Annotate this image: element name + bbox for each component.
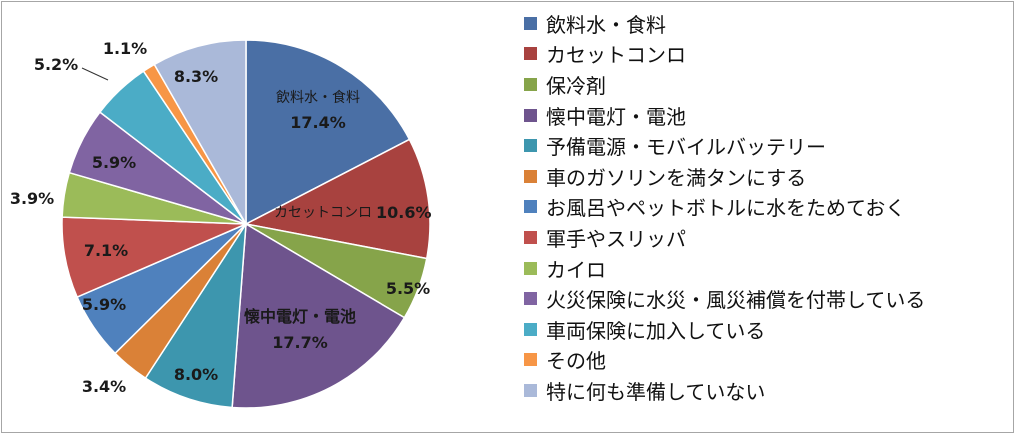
legend-swatch <box>524 169 537 183</box>
legend-item: 車両保険に加入している <box>524 314 925 345</box>
legend-swatch <box>524 77 537 91</box>
legend-label: 懐中電灯・電池 <box>546 104 686 129</box>
legend-item: カイロ <box>524 253 925 284</box>
slice-name-label: 懐中電灯・電池 <box>244 307 356 326</box>
legend-swatch <box>524 200 537 214</box>
slice-value-label: 8.0% <box>174 365 218 384</box>
slice-value-label: 5.2% <box>34 55 78 74</box>
pie-slice <box>231 222 406 409</box>
legend-label: 車のガソリンを満タンにする <box>546 165 807 190</box>
slice-value-label: 5.9% <box>82 295 126 314</box>
legend-swatch <box>524 383 537 397</box>
legend-item: 懐中電灯・電池 <box>524 100 925 131</box>
legend-swatch <box>524 108 537 122</box>
legend-swatch <box>524 230 537 244</box>
slice-value-label: 7.1% <box>84 241 128 260</box>
legend-item: 軍手やスリッパ <box>524 222 925 253</box>
legend-label: 飲料水・食料 <box>546 12 666 37</box>
slice-name-label: カセットコンロ <box>274 205 372 221</box>
legend-swatch <box>524 353 537 367</box>
legend-label: 火災保険に水災・風災補償を付帯している <box>546 288 926 313</box>
slice-value-label: 17.4% <box>290 113 346 132</box>
slice-value-label: 5.5% <box>386 279 430 298</box>
slice-value-label: 1.1% <box>103 39 147 58</box>
legend-swatch <box>524 47 537 61</box>
legend-label: 予備電源・モバイルバッテリー <box>546 135 826 160</box>
legend: 飲料水・食料 カセットコンロ 保冷剤懐中電灯・電池予備電源・モバイルバッテリー 車のガ… <box>524 8 925 406</box>
legend-label: カセットコンロ <box>546 43 686 68</box>
legend-item: 火災保険に水災・風災補償を付帯している <box>524 283 925 314</box>
slice-value-label: 3.9% <box>10 189 54 208</box>
legend-item: 保冷剤 <box>524 69 925 100</box>
legend-label: 車両保険に加入している <box>546 318 766 343</box>
legend-swatch <box>524 261 537 275</box>
legend-label: その他 <box>546 349 606 374</box>
legend-swatch <box>524 292 537 306</box>
slice-value-label: 17.7% <box>272 333 328 352</box>
legend-label: 軍手やスリッパ <box>546 226 686 251</box>
pie-slice <box>245 39 411 226</box>
legend-label: お風呂やペットボトルに水をためておく <box>546 196 906 221</box>
legend-item: 予備電源・モバイルバッテリー <box>524 130 925 161</box>
legend-label: 保冷剤 <box>546 73 606 98</box>
legend-label: カイロ <box>546 257 606 282</box>
pie-slice <box>144 223 247 409</box>
pie-slice <box>153 39 247 227</box>
pie-slice <box>243 138 431 260</box>
legend-item: お風呂やペットボトルに水をためておく <box>524 192 925 223</box>
legend-item: 飲料水・食料 <box>524 8 925 39</box>
slice-value-label: 8.3% <box>174 67 218 86</box>
slice-name-label: 飲料水・食料 <box>276 89 360 106</box>
legend-item: その他 <box>524 345 925 376</box>
legend-item: 特に何も準備していない <box>524 375 925 406</box>
leader-line <box>81 67 109 81</box>
legend-label: 特に何も準備していない <box>546 379 766 404</box>
legend-swatch <box>524 322 537 336</box>
slice-value-label: 3.4% <box>82 377 126 396</box>
legend-swatch <box>524 139 537 153</box>
legend-item: カセットコンロ <box>524 39 925 70</box>
slice-value-label: 10.6% <box>376 203 432 222</box>
slice-value-label: 5.9% <box>92 153 136 172</box>
legend-item: 車のガソリンを満タンにする <box>524 161 925 192</box>
legend-swatch <box>524 16 537 30</box>
